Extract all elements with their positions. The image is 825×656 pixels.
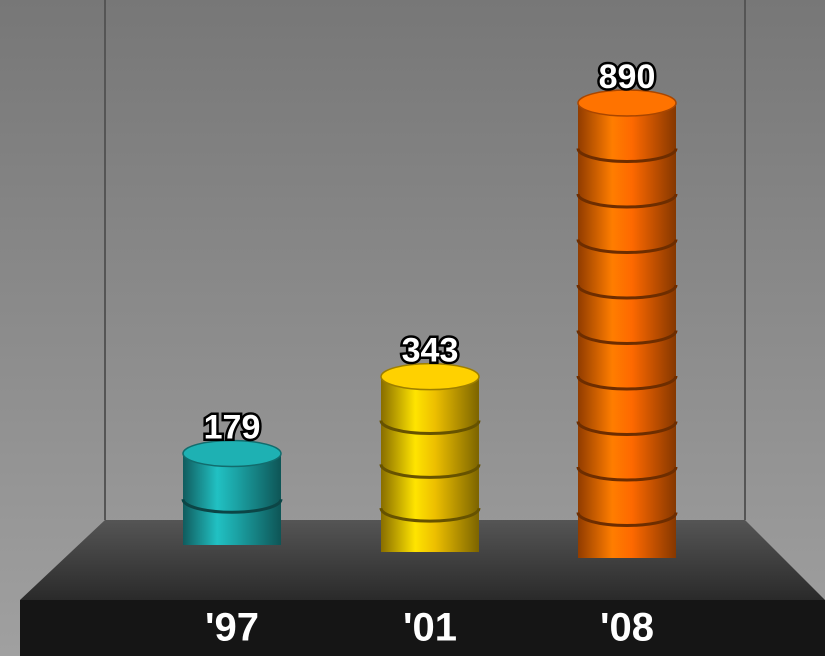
coin-edge: [576, 148, 678, 163]
coin-edge: [576, 193, 678, 209]
coin-edge: [379, 420, 481, 435]
coin-edge: [379, 464, 481, 479]
bar: [578, 103, 676, 558]
coin-edge: [576, 284, 678, 300]
coin-edge: [379, 507, 481, 523]
coin-edge: [181, 498, 283, 514]
front-strip: [20, 600, 825, 656]
coin-edge: [576, 466, 678, 482]
x-tick-label: '08: [600, 606, 654, 650]
bar-top: [182, 439, 282, 468]
x-tick-label: '97: [205, 606, 259, 650]
bar: [183, 453, 281, 545]
value-label: 890: [599, 58, 656, 96]
coin-edge: [576, 375, 678, 391]
bar-top: [577, 89, 677, 117]
value-label: 179: [204, 408, 261, 446]
bar: [381, 376, 479, 552]
x-tick-label: '01: [403, 606, 457, 650]
coin-edge: [576, 239, 678, 254]
coin-edge: [576, 421, 678, 436]
coin-edge: [576, 330, 678, 345]
bar-top: [380, 362, 480, 391]
bars: 179 '97 343 '01 890 '08: [181, 55, 678, 650]
coin-edge: [576, 512, 678, 527]
value-label: 343: [402, 332, 459, 370]
